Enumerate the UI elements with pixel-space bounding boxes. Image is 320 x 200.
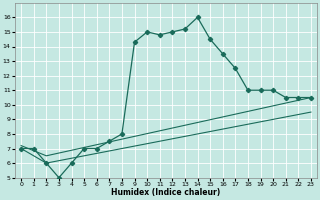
X-axis label: Humidex (Indice chaleur): Humidex (Indice chaleur) (111, 188, 221, 197)
